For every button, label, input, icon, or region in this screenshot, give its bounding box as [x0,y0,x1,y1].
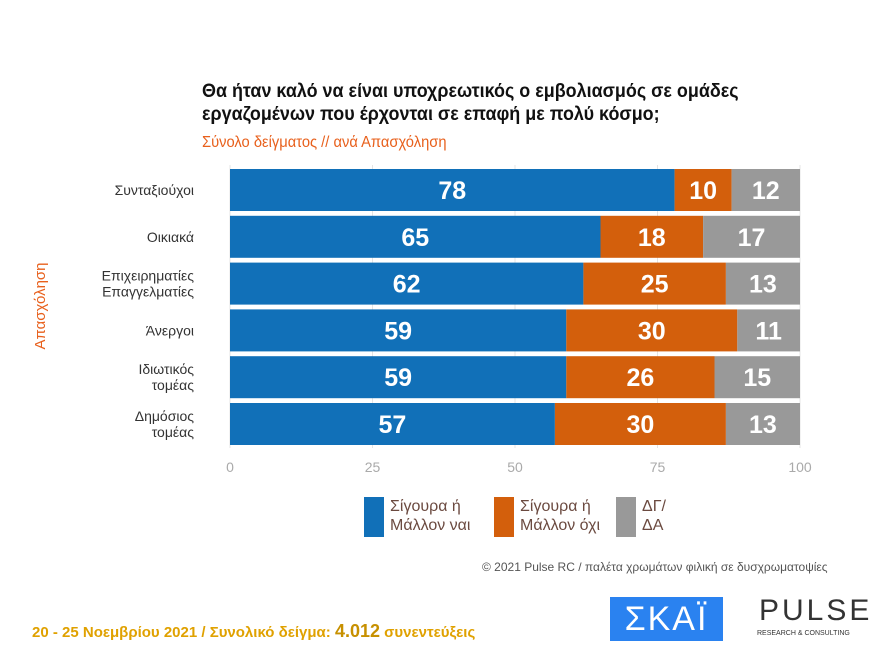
data-label: 12 [752,177,780,205]
bar-segment [230,262,584,305]
data-label: 62 [393,271,421,299]
data-label: 59 [384,364,412,392]
data-label: 18 [638,224,666,252]
bar-segment [230,356,567,399]
y-axis-label: Απασχόληση [32,262,49,349]
data-label: 13 [749,271,777,299]
data-label: 17 [738,224,766,252]
data-label: 65 [401,224,429,252]
footer-suffix: συνεντεύξεις [379,624,476,641]
footer-dates: 20 - 25 Νοεμβρίου 2021 / Συνολικό δείγμα… [32,624,335,641]
x-tick-label: 25 [365,459,381,475]
data-label: 26 [626,364,654,392]
category-label: Επιχειρηματίες [102,268,195,284]
data-label: 57 [379,411,407,439]
bar-segment [554,403,726,445]
data-label: 30 [638,317,666,345]
bar-segment [731,169,800,211]
category-label: Άνεργοι [146,322,194,338]
data-label: 30 [626,411,654,439]
x-tick-label: 0 [226,459,234,475]
legend-item: ΔΓ/ΔΑ [616,497,666,537]
footer-info: 20 - 25 Νοεμβρίου 2021 / Συνολικό δείγμα… [32,621,475,642]
bar-segment [674,169,732,211]
x-tick-label: 75 [650,459,666,475]
bar-segment [230,309,567,352]
bar-segment [230,403,555,445]
bar-segment [725,262,800,305]
data-label: 59 [384,317,412,345]
bar-segment [583,262,726,305]
category-label: Επαγγελματίες [102,284,194,300]
legend-item: Σίγουρα ή Μάλλον όχι [494,497,600,537]
legend-swatch [364,497,384,537]
category-label: Δημόσιος [135,408,195,424]
skai-logo: ΣΚΑΪ [610,597,723,641]
bar-segment [600,215,704,258]
category-label: τομέας [152,377,195,393]
legend-label: Σίγουρα ή Μάλλον ναι [390,498,471,534]
data-label: 10 [689,177,717,205]
legend-item: Σίγουρα ή Μάλλον ναι [364,497,470,537]
bar-segment [703,215,800,258]
legend-label: Σίγουρα ή Μάλλον όχι [520,498,601,534]
legend-swatch [494,497,514,537]
copyright: © 2021 Pulse RC / παλέτα χρωμάτων φιλική… [482,560,828,574]
chart-title: Θα ήταν καλό να είναι υποχρεωτικός ο εμβ… [202,80,739,125]
category-label: Συνταξιούχοι [115,182,194,198]
data-label: 78 [438,177,466,205]
data-label: 13 [749,411,777,439]
legend-swatch [616,497,636,537]
bar-segment [230,215,601,258]
bar-chart: 0 25 50 75 100 Απασχόληση Συνταξιούχοι 78 10 12 Οι… [32,165,812,475]
data-label: 25 [641,271,669,299]
bar-segment [566,309,738,352]
category-label: τομέας [152,424,195,440]
bar-segment [714,356,800,399]
chart-subtitle: Σύνολο δείγματος // ανά Απασχόληση [202,134,447,151]
footer-sample: 4.012 [334,621,380,641]
bar-segment [725,403,800,445]
data-label: 11 [755,317,782,345]
bar-segment [566,356,715,399]
x-tick-label: 50 [507,459,523,475]
x-tick-label: 100 [788,459,812,475]
bar-segment [230,169,675,211]
legend-label: ΔΓ/ΔΑ [642,498,666,534]
pulse-logo: PULSE RESEARCH & CONSULTING [757,594,873,637]
bar-segment [737,309,800,352]
category-label: Ιδιωτικός [138,361,194,377]
data-label: 15 [743,364,771,392]
category-label: Οικιακά [147,229,194,245]
